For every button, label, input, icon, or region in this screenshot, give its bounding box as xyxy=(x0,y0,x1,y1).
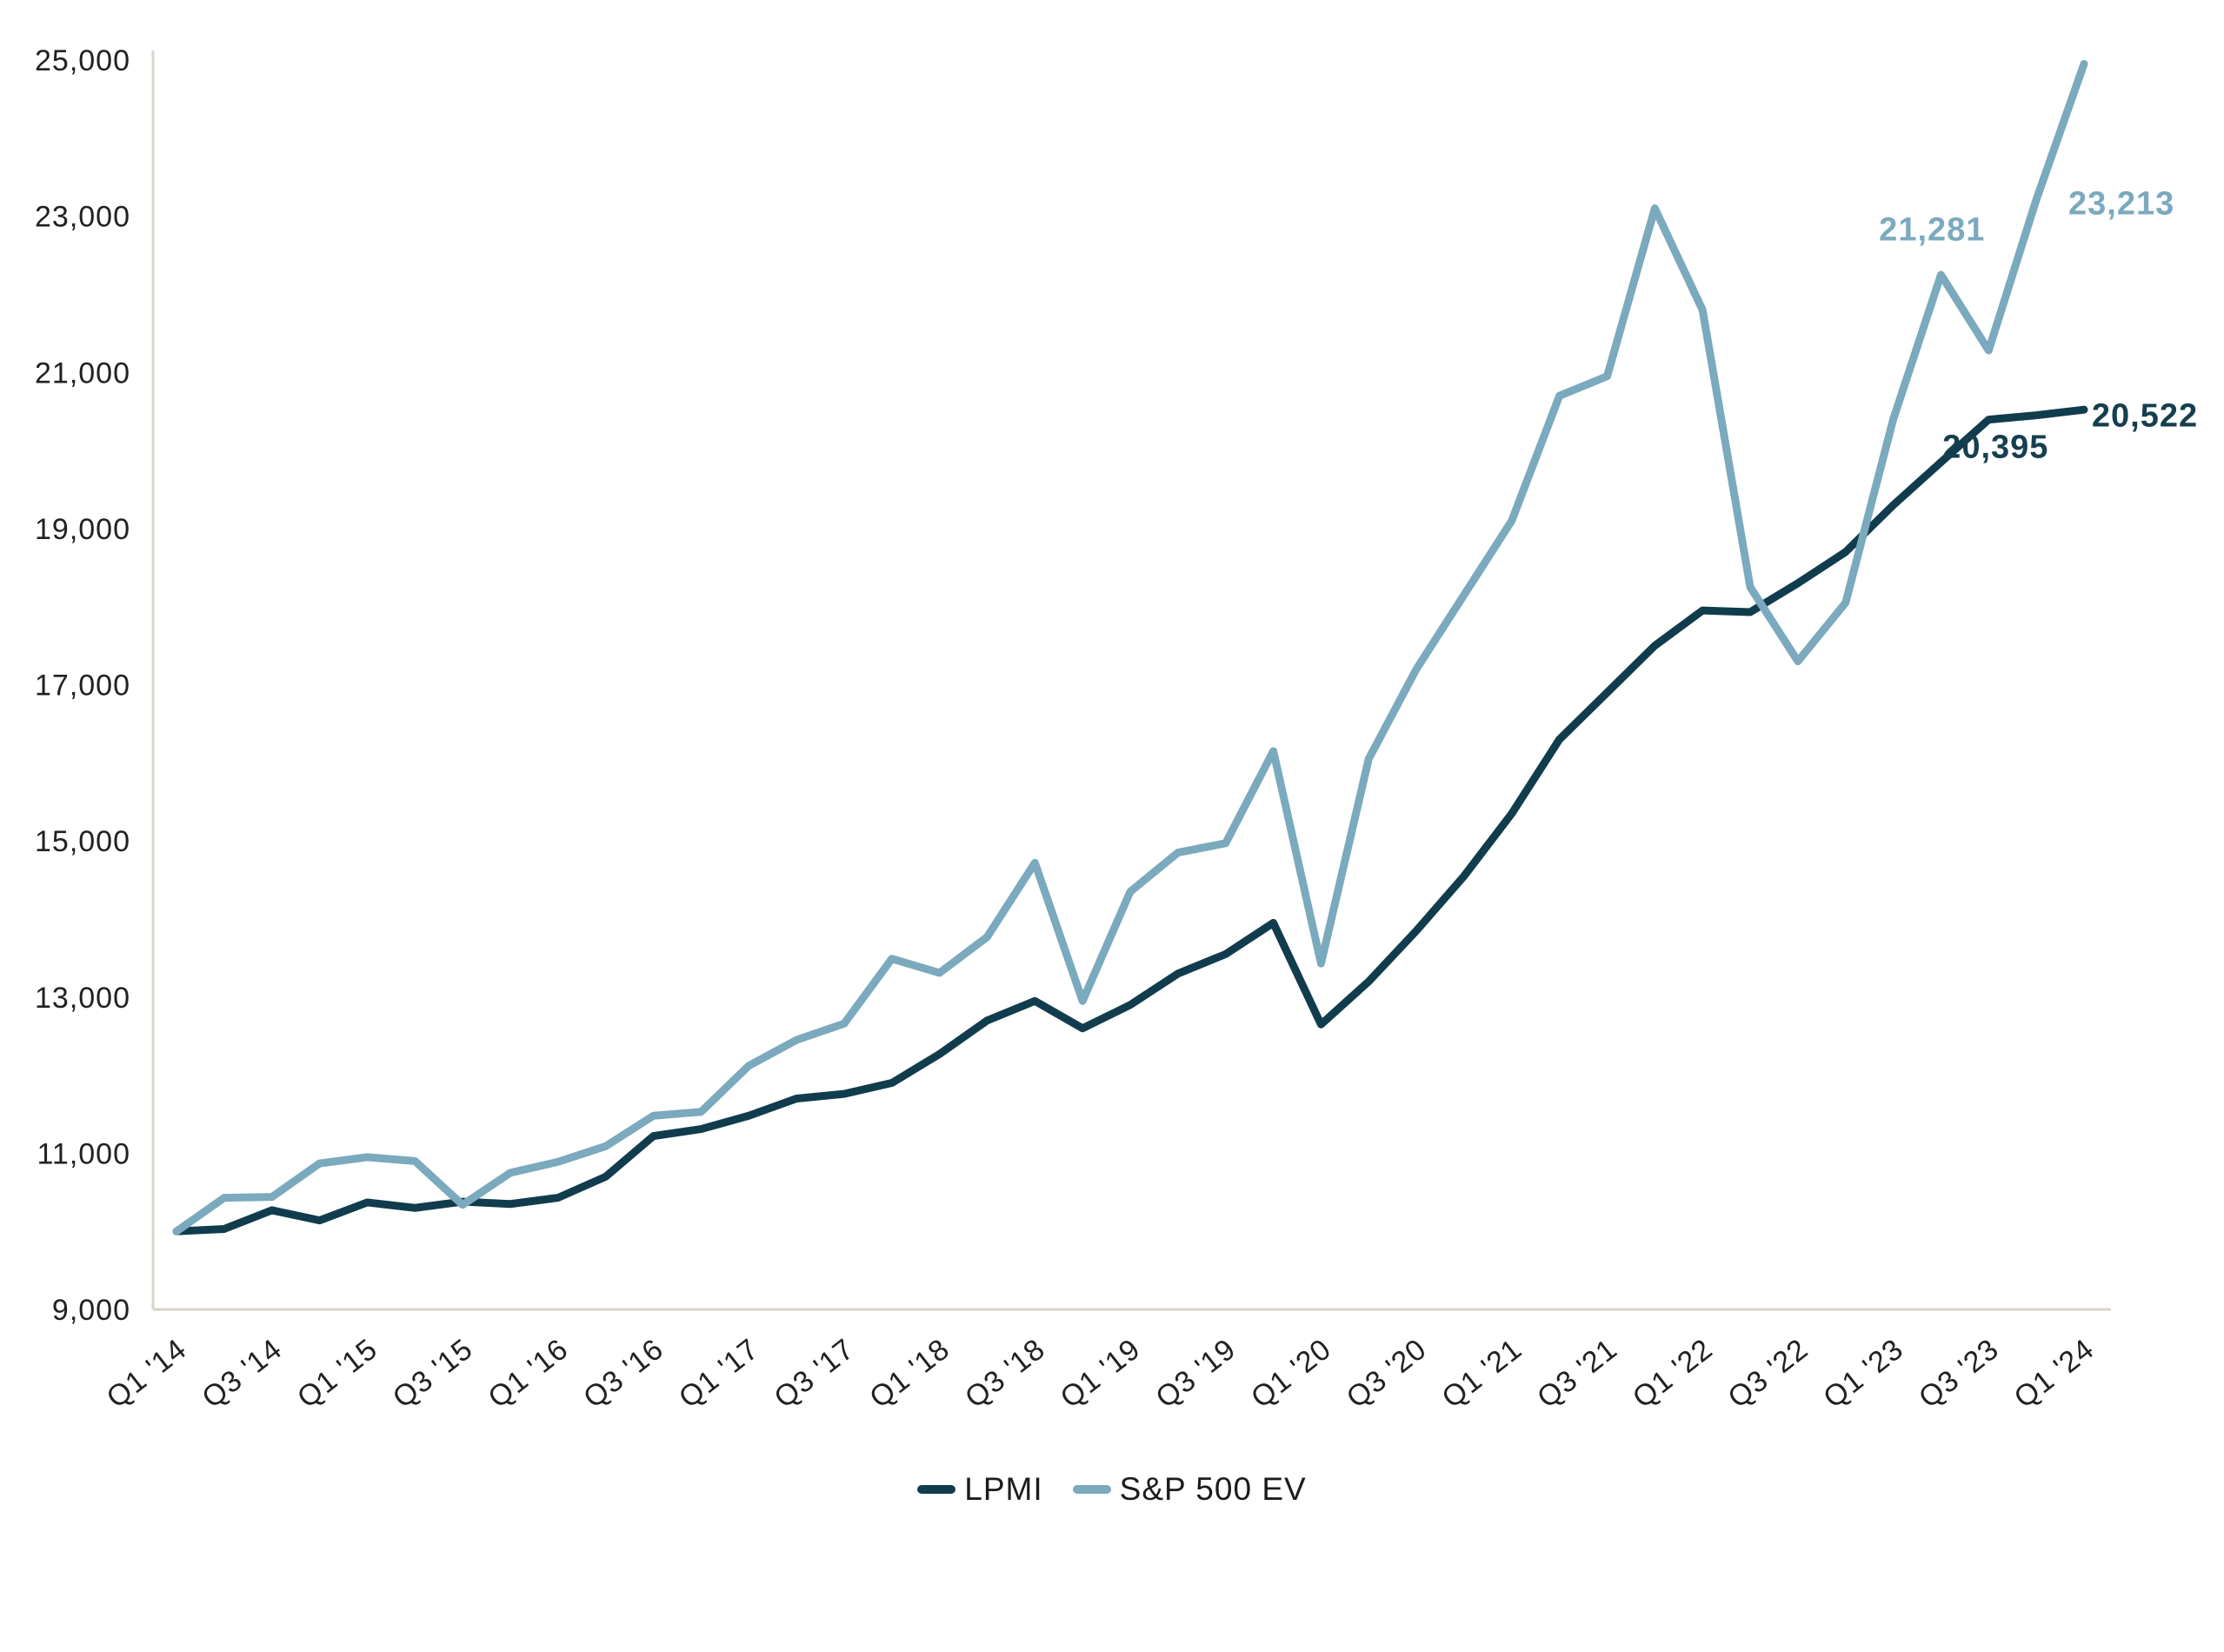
lpmi-line-swatch xyxy=(917,1485,956,1494)
lpmi-legend-label: LPMI xyxy=(964,1471,1043,1507)
legend-item-lpmi: LPMI xyxy=(917,1471,1042,1508)
y-axis-label: 13,000 xyxy=(35,982,130,1015)
x-axis-label: Q3 '14 xyxy=(196,1332,288,1415)
sp500ev-line xyxy=(172,59,2088,1236)
x-axis-label: Q3 '16 xyxy=(577,1332,669,1415)
y-axis-label: 15,000 xyxy=(35,825,130,858)
data-label-sp500ev-q323: 21,281 xyxy=(1879,211,1986,249)
y-axis-label: 23,000 xyxy=(35,201,130,234)
x-axis-label: Q3 '23 xyxy=(1913,1332,2005,1415)
y-axis-label: 11,000 xyxy=(37,1137,130,1170)
x-axis-label: Q1 '15 xyxy=(291,1332,383,1415)
x-axis-label: Q1 '24 xyxy=(2008,1332,2101,1415)
y-axis-label: 21,000 xyxy=(35,356,130,390)
x-axis-label: Q1 '23 xyxy=(1817,1332,1909,1415)
x-axis-label: Q3 '21 xyxy=(1531,1332,1623,1415)
x-axis-label: Q3 '15 xyxy=(387,1332,479,1415)
sp500ev-line-swatch xyxy=(1072,1485,1111,1494)
x-axis-label: Q3 '17 xyxy=(769,1332,861,1415)
x-axis-label: Q1 '19 xyxy=(1055,1332,1147,1415)
lpmi-line xyxy=(172,405,2088,1236)
x-axis-label: Q1 '20 xyxy=(1245,1332,1337,1415)
x-axis-label: Q1 '17 xyxy=(673,1332,765,1415)
x-axis-label: Q3 '20 xyxy=(1341,1332,1433,1415)
x-axis-label: Q1 '14 xyxy=(101,1332,193,1415)
legend-item-sp500ev: S&P 500 EV xyxy=(1072,1471,1307,1508)
legend: LPMI S&P 500 EV xyxy=(0,1471,2224,1508)
y-axis-label: 25,000 xyxy=(35,44,130,77)
x-axis-label: Q3 '22 xyxy=(1722,1332,1814,1415)
x-axis-label: Q1 '18 xyxy=(863,1332,956,1415)
data-label-lpmi-q323: 20,395 xyxy=(1942,429,2049,466)
y-axis-label: 19,000 xyxy=(35,513,130,546)
y-axis-label: 9,000 xyxy=(52,1294,130,1327)
y-axis-label: 17,000 xyxy=(35,669,130,703)
x-axis-label: Q1 '22 xyxy=(1627,1332,1719,1415)
sp500ev-legend-label: S&P 500 EV xyxy=(1119,1471,1307,1507)
data-label-lpmi-q124: 20,522 xyxy=(2091,397,2199,435)
x-axis-label: Q1 '21 xyxy=(1435,1332,1528,1415)
data-label-sp500ev-q423: 23,213 xyxy=(2068,185,2175,223)
x-axis-label: Q3 '19 xyxy=(1149,1332,1242,1415)
x-axis-label: Q3 '18 xyxy=(959,1332,1051,1415)
x-axis-label: Q1 '16 xyxy=(482,1332,574,1415)
